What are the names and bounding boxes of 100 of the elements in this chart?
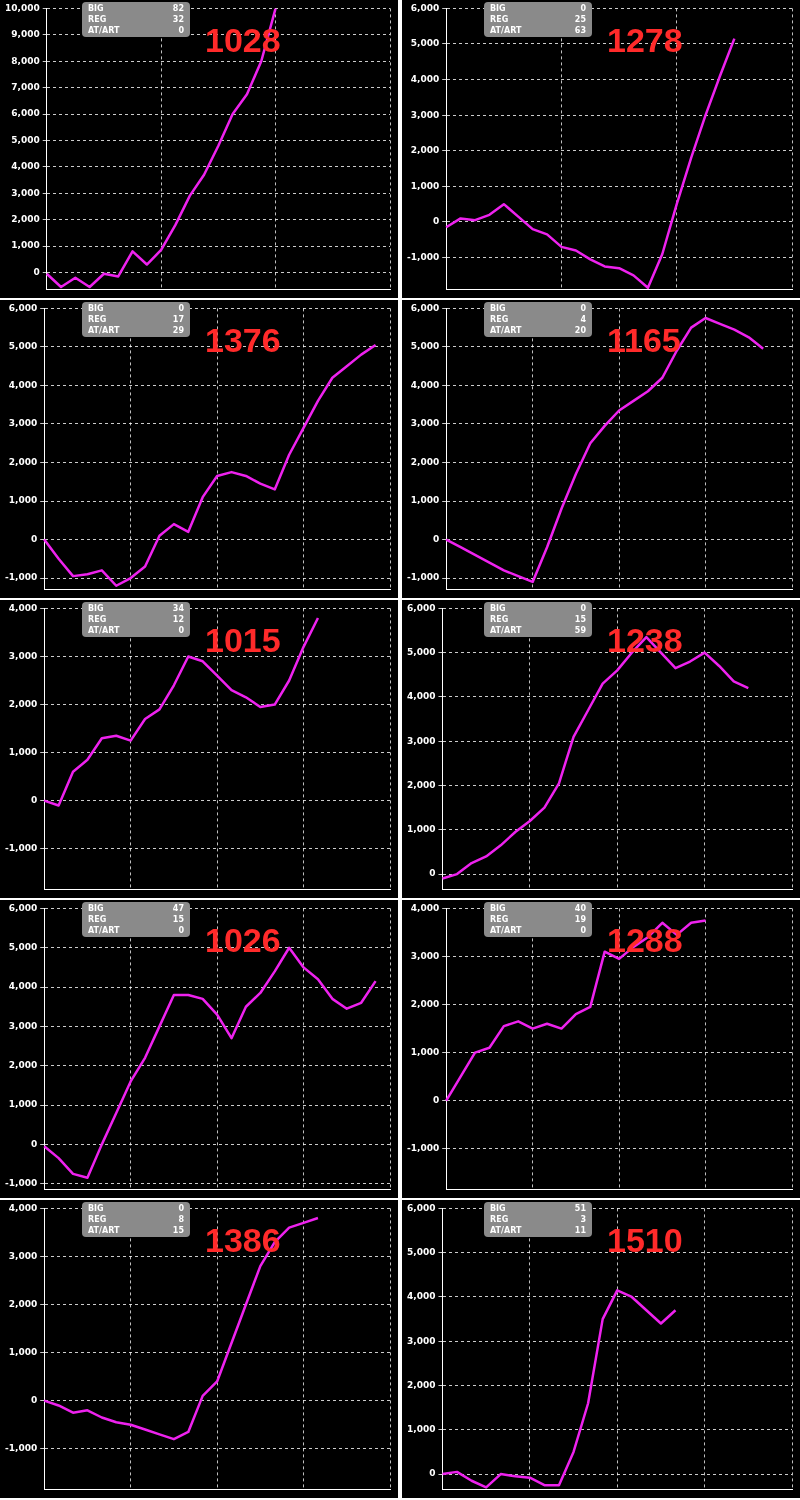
chart-title: 1015	[205, 621, 281, 659]
y-tick-label: -1,000	[407, 1143, 440, 1154]
annotation: 4	[580, 314, 586, 325]
y-tick-label: 0	[30, 795, 38, 806]
annotation: 34	[172, 603, 184, 614]
y-tick-label: 7,000	[11, 81, 40, 92]
annotation: 3	[580, 1214, 586, 1225]
chart-title: 1165	[607, 321, 681, 359]
y-tick-label: 1,000	[8, 1099, 38, 1110]
y-tick-label: -1,000	[5, 572, 38, 583]
annotation: AT/ART	[490, 625, 522, 636]
y-tick-label: 4,000	[8, 602, 38, 613]
annotation: 17	[172, 314, 184, 325]
y-tick-label: 4,000	[407, 691, 436, 702]
annotation: BIG	[490, 303, 506, 314]
annotation: REG	[88, 614, 107, 625]
annotation: BIG	[88, 3, 104, 14]
annotation: 12	[172, 614, 184, 625]
annotation: 51	[574, 1203, 586, 1214]
y-tick-label: 2,000	[8, 1060, 38, 1071]
annotation: BIG	[88, 1203, 104, 1214]
annotation: REG	[490, 14, 509, 25]
y-tick-label: 2,000	[410, 998, 440, 1009]
y-tick-label: 4,000	[8, 981, 38, 992]
y-tick-label: 2,000	[410, 145, 440, 156]
annotation: 59	[574, 625, 586, 636]
annotation: REG	[490, 314, 509, 325]
y-tick-label: 3,000	[407, 735, 436, 746]
y-tick-label: 4,000	[410, 379, 440, 390]
annotation: 15	[172, 1225, 184, 1236]
y-tick-label: 2,000	[8, 698, 38, 709]
annotation: 15	[574, 614, 586, 625]
y-tick-label: -1,000	[407, 572, 440, 583]
annotation: 19	[574, 914, 586, 925]
annotation: BIG	[88, 903, 104, 914]
y-tick-label: 1,000	[410, 495, 440, 506]
y-tick-label: 6,000	[410, 2, 440, 13]
annotation: 11	[574, 1225, 586, 1236]
y-tick-label: 6,000	[410, 302, 440, 313]
y-tick-label: 0	[33, 266, 40, 277]
y-tick-label: 3,000	[8, 418, 38, 429]
annotation: AT/ART	[88, 625, 120, 636]
y-tick-label: 3,000	[410, 418, 440, 429]
annotation: 32	[172, 14, 184, 25]
annotation: 0	[580, 603, 586, 614]
y-tick-label: 1,000	[8, 746, 38, 757]
annotation: 25	[574, 14, 586, 25]
chart-title: 1510	[607, 1221, 683, 1259]
y-tick-label: 6,000	[407, 602, 436, 613]
y-tick-label: 0	[432, 216, 440, 227]
y-tick-label: 5,000	[8, 341, 38, 352]
y-tick-label: 5,000	[407, 1247, 436, 1258]
y-tick-label: 4,000	[8, 1202, 38, 1213]
annotation: 47	[172, 903, 184, 914]
y-tick-label: 6,000	[8, 302, 38, 313]
y-tick-label: 1,000	[8, 1346, 38, 1357]
y-tick-label: 5,000	[410, 38, 440, 49]
annotation: 0	[178, 303, 184, 314]
annotation: AT/ART	[88, 925, 120, 936]
y-tick-label: 2,000	[11, 213, 40, 224]
annotation: 0	[178, 25, 184, 36]
annotation: BIG	[490, 903, 506, 914]
y-tick-label: 0	[429, 868, 436, 879]
annotation: 0	[178, 625, 184, 636]
annotation: REG	[490, 1214, 509, 1225]
y-tick-label: 2,000	[8, 456, 38, 467]
y-tick-label: 1,000	[410, 1046, 440, 1057]
y-tick-label: 0	[432, 533, 440, 544]
annotation: AT/ART	[88, 1225, 120, 1236]
y-tick-label: 9,000	[11, 29, 40, 40]
y-tick-label: 0	[30, 1395, 38, 1406]
annotation: 82	[172, 3, 184, 14]
annotation: BIG	[490, 1203, 506, 1214]
y-tick-label: 1,000	[410, 180, 440, 191]
annotation: REG	[490, 614, 509, 625]
y-tick-label: -1,000	[5, 843, 38, 854]
y-tick-label: 4,000	[410, 73, 440, 84]
y-tick-label: 2,000	[407, 779, 436, 790]
annotation: AT/ART	[490, 925, 522, 936]
annotation: AT/ART	[490, 325, 522, 336]
y-tick-label: 6,000	[8, 902, 38, 913]
annotation: AT/ART	[88, 25, 120, 36]
annotation: AT/ART	[490, 1225, 522, 1236]
y-tick-label: 1,000	[407, 824, 436, 835]
annotation: 0	[178, 1203, 184, 1214]
annotation: 0	[580, 925, 586, 936]
y-tick-label: 5,000	[8, 942, 38, 953]
chart-title: 1278	[607, 21, 683, 59]
annotation: REG	[88, 1214, 107, 1225]
y-tick-label: 0	[30, 1138, 38, 1149]
y-tick-label: 5,000	[11, 134, 40, 145]
y-tick-label: 3,000	[8, 650, 38, 661]
y-tick-label: -1,000	[5, 1443, 38, 1454]
y-tick-label: 3,000	[11, 187, 40, 198]
y-tick-label: 3,000	[410, 950, 440, 961]
y-tick-label: 10,000	[5, 2, 40, 13]
annotation: 0	[178, 925, 184, 936]
y-tick-label: 2,000	[407, 1379, 436, 1390]
y-tick-label: 5,000	[410, 341, 440, 352]
y-tick-label: 4,000	[407, 1291, 436, 1302]
